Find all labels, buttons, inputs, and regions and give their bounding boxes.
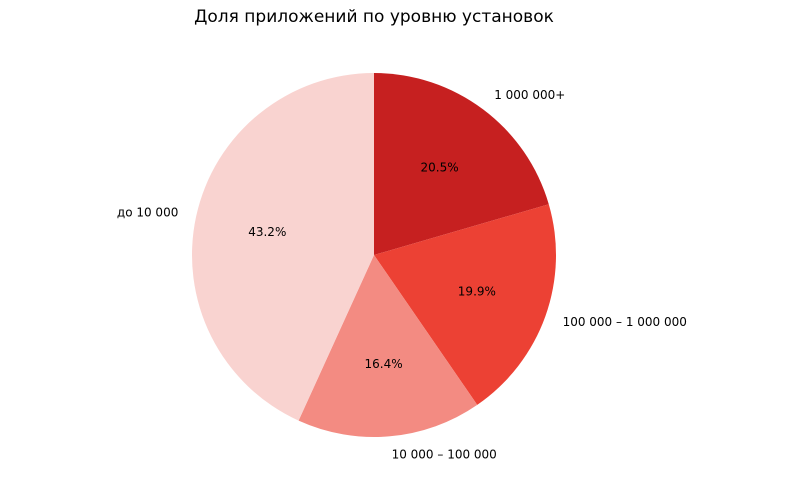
pie-slice: [374, 73, 549, 255]
slice-category-label: 100 000 – 1 000 000: [563, 315, 687, 329]
slice-percent-label: 19.9%: [458, 285, 496, 299]
slice-category-label: 1 000 000+: [494, 88, 565, 102]
pie-labels: 20.5% 1 000 000+ 19.9% 100 000 – 1 000 000 1…: [117, 88, 687, 462]
pie-slice: [192, 73, 374, 421]
slice-percent-label: 20.5%: [421, 161, 459, 175]
slice-percent-label: 43.2%: [248, 225, 286, 239]
pie-slice: [298, 255, 478, 437]
pie-slice: [374, 204, 556, 405]
chart-title: Доля приложений по уровню установок: [194, 7, 554, 27]
pie-slices: [192, 73, 556, 437]
slice-category-label: до 10 000: [117, 206, 178, 220]
slice-percent-label: 16.4%: [365, 357, 403, 371]
slice-category-label: 10 000 – 100 000: [392, 447, 497, 461]
